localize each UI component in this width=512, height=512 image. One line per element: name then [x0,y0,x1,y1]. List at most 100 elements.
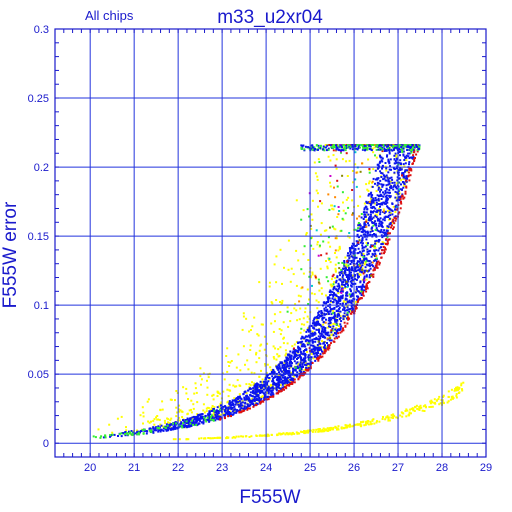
blue-point [402,186,405,189]
green-point [219,408,221,411]
blue-point [148,428,151,431]
ceiling-point [364,146,367,149]
yellow-point [206,393,209,396]
blue-point [324,309,327,312]
blue-point [326,296,329,299]
blue-point [208,414,211,416]
colored-point [401,151,404,153]
blue-point [386,176,389,179]
blue-point [345,298,348,301]
yellow-point [372,418,375,421]
yellow-point [227,361,230,363]
yellow-point [373,146,376,149]
yellow-point [404,410,407,412]
ceiling-point [408,149,411,152]
yellow-point [293,307,296,310]
red-point [346,322,349,325]
yellow-point [261,381,264,384]
yellow-point [309,275,312,278]
red-point [328,347,331,350]
red-point [380,252,383,255]
red-point [340,330,343,333]
blue-point [372,197,375,200]
yellow-point [455,394,458,397]
ceiling-point [362,147,365,150]
yellow-point [213,406,216,409]
blue-point [386,197,389,200]
blue-point [337,298,340,301]
blue-point [343,312,346,315]
blue-point [356,229,359,232]
blue-point [408,161,411,164]
yellow-point [381,418,384,420]
blue-point [323,312,326,315]
colored-point [358,215,361,218]
yellow-point [153,418,156,421]
yellow-point [153,423,156,426]
yellow-point [332,322,335,325]
yellow-point [220,413,223,416]
yellow-point [303,369,306,371]
yellow-point [147,398,150,401]
yellow-point [302,317,305,320]
blue-point [329,321,332,324]
blue-point [388,207,391,210]
yellow-point [318,430,321,433]
blue-point [388,189,391,192]
yellow-point [317,301,320,304]
blue-point [344,298,347,301]
yellow-point [216,391,219,394]
yellow-point [334,228,337,231]
green-point [205,420,208,423]
yellow-point [405,415,408,418]
blue-point [349,249,352,251]
ceiling-point [358,145,360,148]
yellow-point [326,265,329,268]
blue-point [337,287,340,290]
blue-point [159,430,162,433]
yellow-point [176,411,179,414]
blue-point [399,188,402,191]
yellow-point [108,423,111,426]
blue-point [320,310,323,313]
red-point [342,327,344,330]
blue-point [316,315,319,318]
colored-point [370,144,373,146]
yellow-point [323,229,326,232]
yellow-point [169,426,172,429]
blue-point [307,356,310,359]
yellow-point [365,241,368,244]
blue-point [391,181,394,184]
blue-point [278,363,281,366]
blue-point [263,383,266,386]
blue-point [371,217,374,220]
blue-point [292,357,295,360]
yellow-point [315,318,318,321]
blue-point [315,337,318,340]
yellow-point [292,273,295,276]
blue-point [351,242,354,245]
yellow-point [330,285,333,287]
colored-point [401,174,403,177]
ceiling-point [405,144,408,147]
colored-point [341,174,344,177]
yellow-point [395,416,398,419]
blue-point [264,391,267,394]
yellow-point [335,158,338,161]
yellow-point [287,239,290,242]
red-point [293,378,296,381]
blue-point [363,281,365,284]
blue-point [365,238,368,241]
blue-point [371,222,374,224]
blue-point [297,349,300,352]
yellow-point [279,248,282,251]
blue-point [272,380,275,382]
yellow-point [242,312,245,315]
blue-point [407,152,410,155]
blue-point [388,196,391,199]
blue-point [295,362,298,365]
blue-point [231,399,234,402]
yellow-point [430,399,433,402]
red-point [399,207,402,210]
blue-point [282,374,285,377]
